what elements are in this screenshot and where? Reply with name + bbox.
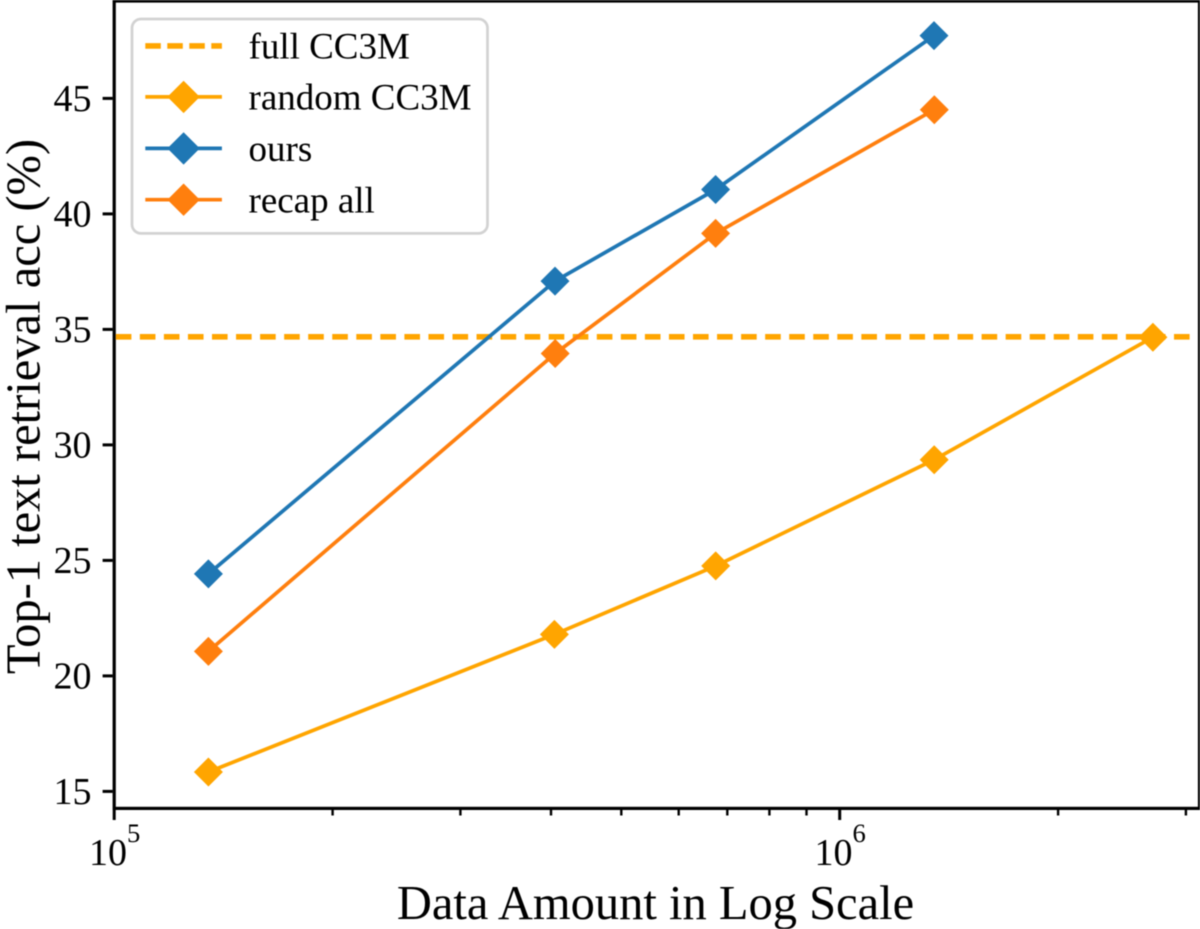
svg-text:Data Amount in Log Scale: Data Amount in Log Scale — [397, 877, 914, 929]
svg-text:20: 20 — [54, 656, 92, 698]
svg-text:25: 25 — [54, 540, 92, 582]
svg-text:recap all: recap all — [249, 180, 375, 221]
svg-text:30: 30 — [54, 425, 92, 467]
svg-text:40: 40 — [54, 194, 92, 236]
svg-text:ours: ours — [249, 129, 313, 170]
svg-text:random CC3M: random CC3M — [249, 78, 472, 119]
svg-text:45: 45 — [54, 78, 92, 120]
svg-text:6: 6 — [853, 818, 866, 848]
svg-text:10: 10 — [815, 832, 853, 874]
svg-text:5: 5 — [127, 818, 140, 848]
svg-text:15: 15 — [54, 771, 92, 813]
svg-text:Top-1 text retrieval acc (%): Top-1 text retrieval acc (%) — [0, 139, 51, 674]
svg-text:full CC3M: full CC3M — [249, 27, 410, 68]
svg-text:10: 10 — [89, 832, 127, 874]
svg-text:35: 35 — [54, 309, 92, 351]
